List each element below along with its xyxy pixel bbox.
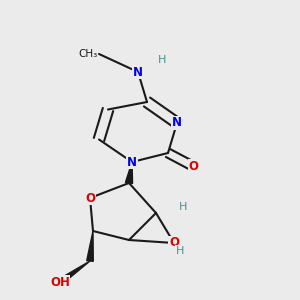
Polygon shape	[125, 162, 133, 184]
Text: H: H	[179, 202, 187, 212]
Text: H: H	[158, 55, 166, 65]
Text: N: N	[172, 116, 182, 130]
Text: N: N	[127, 155, 137, 169]
Text: O: O	[188, 160, 199, 173]
Text: O: O	[85, 191, 95, 205]
Polygon shape	[87, 231, 93, 261]
Text: O: O	[169, 236, 179, 250]
Polygon shape	[58, 261, 90, 284]
Text: H: H	[158, 55, 166, 65]
Text: H: H	[176, 245, 184, 256]
Text: OH: OH	[50, 275, 70, 289]
Text: N: N	[133, 65, 143, 79]
Text: CH₃: CH₃	[78, 49, 98, 59]
